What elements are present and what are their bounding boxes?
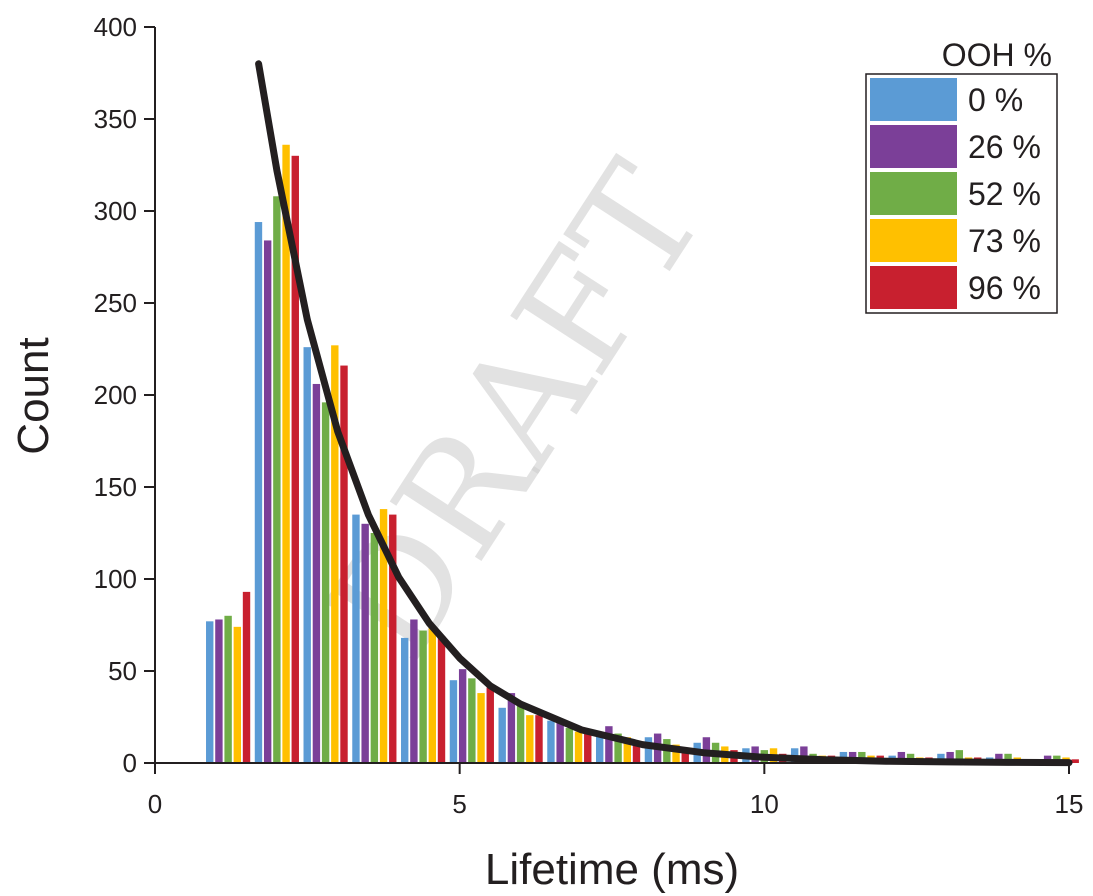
bar [361, 523, 369, 763]
bar [468, 678, 476, 763]
bar [477, 693, 485, 763]
bar [644, 737, 653, 763]
legend-entry: 73 % [968, 223, 1041, 259]
x-tick-label: 15 [1055, 789, 1084, 819]
fit-curve [255, 60, 1073, 767]
bar [379, 509, 388, 763]
bar [498, 707, 506, 763]
bar [486, 687, 494, 763]
x-tick-label: 0 [148, 789, 162, 819]
bar [946, 751, 954, 763]
bar [410, 619, 418, 763]
bar [389, 514, 397, 763]
bar [672, 744, 680, 763]
bar [1071, 759, 1079, 763]
y-tick-label: 300 [94, 196, 137, 226]
legend: OOH % 0 % 26 % 52 % 73 % 96 % [865, 37, 1058, 314]
bar [233, 626, 242, 763]
bar [312, 383, 321, 763]
y-tick-label: 100 [94, 564, 137, 594]
bar [331, 345, 339, 763]
bar [291, 155, 299, 764]
bar [535, 715, 543, 763]
bar [321, 402, 330, 763]
y-tick-label: 0 [123, 748, 137, 778]
bar [507, 693, 516, 763]
bar [516, 702, 525, 763]
bar [215, 619, 223, 763]
bar [428, 626, 437, 763]
bar [458, 669, 467, 763]
legend-entry: 0 % [968, 82, 1023, 118]
legend-swatch [870, 266, 957, 309]
x-tick-label: 10 [750, 789, 779, 819]
legend-swatch [870, 172, 957, 215]
bar [897, 751, 906, 763]
bar [242, 591, 251, 763]
y-tick-label: 350 [94, 104, 137, 134]
bar [605, 726, 613, 763]
legend-entry: 26 % [968, 129, 1041, 165]
bar [340, 365, 348, 763]
y-tick-label: 400 [94, 12, 137, 42]
bar [565, 728, 574, 763]
legend-entry: 52 % [968, 176, 1041, 212]
legend-swatch [870, 125, 957, 168]
bar [206, 621, 214, 763]
bar [995, 753, 1003, 763]
legend-title: OOH % [942, 37, 1052, 73]
bar [254, 222, 263, 764]
bar [800, 746, 808, 763]
bar [282, 144, 290, 763]
axes: 0 50 100 150 200 250 300 350 400 0 5 10 15 [94, 12, 1084, 819]
y-axis-label: Count [9, 337, 58, 454]
bar [526, 715, 534, 763]
bar [419, 630, 427, 763]
legend-swatch [870, 78, 957, 121]
y-tick-label: 250 [94, 288, 137, 318]
bar [547, 720, 555, 763]
bar [263, 240, 272, 763]
bar [632, 740, 641, 763]
bar [595, 731, 604, 763]
bar [370, 533, 379, 763]
bar [955, 750, 964, 763]
y-tick-label: 200 [94, 380, 137, 410]
bar [303, 347, 311, 763]
bar [352, 514, 360, 763]
bar [584, 731, 592, 763]
bar [437, 636, 446, 763]
bar [574, 731, 583, 763]
bar [623, 737, 631, 763]
bar [1004, 753, 1012, 763]
y-tick-label: 150 [94, 472, 137, 502]
bar [556, 722, 564, 763]
legend-entry: 96 % [968, 270, 1041, 306]
y-tick-label: 50 [108, 656, 137, 686]
bar [401, 637, 409, 763]
bar [224, 615, 232, 763]
bar [273, 196, 281, 763]
legend-swatch [870, 219, 957, 262]
bar [614, 733, 622, 763]
bar [681, 748, 689, 763]
bar [449, 680, 458, 763]
x-axis-label: Lifetime (ms) [485, 845, 739, 894]
x-tick-label: 5 [452, 789, 466, 819]
